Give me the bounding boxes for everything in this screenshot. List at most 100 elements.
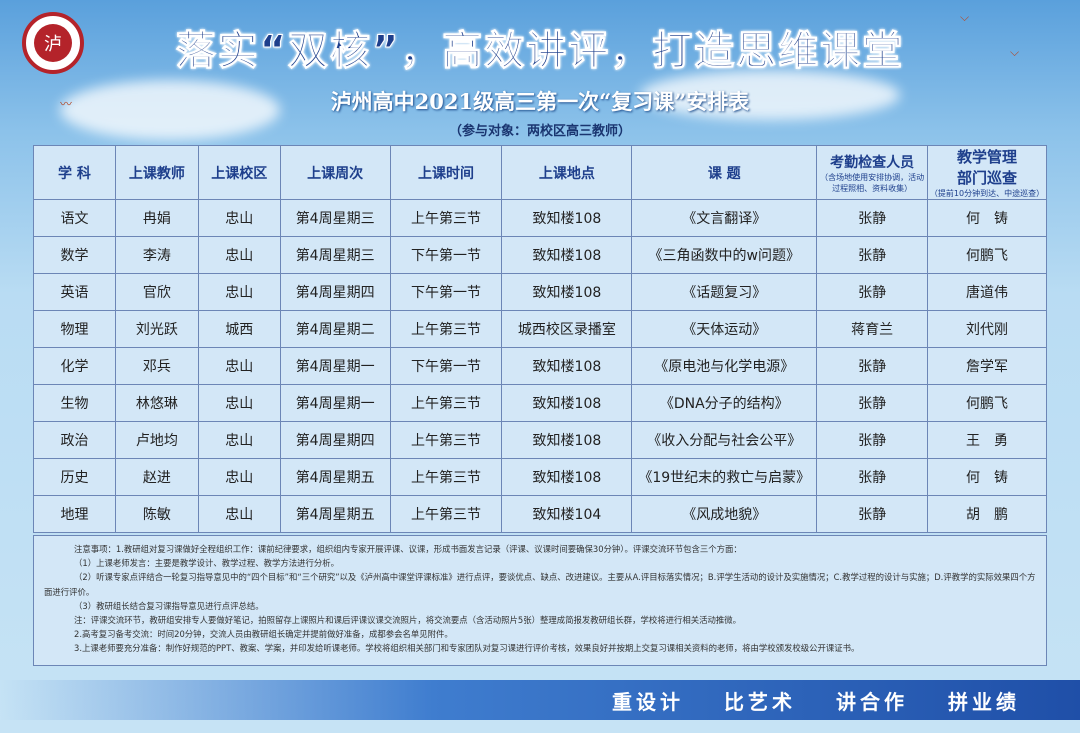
col-patrol: 教学管理 部门巡查 （提前10分钟到达、中途巡查）: [927, 145, 1047, 200]
table-row: 政治 卢地均 忠山 第4周星期四 上午第三节 致知楼108 《收入分配与社会公平》 张静王 勇: [33, 421, 1047, 459]
table-row: 历史 赵进 忠山 第4周星期五 上午第三节 致知楼108 《19世纪末的救亡与启蒙》 张静何 …: [33, 458, 1047, 496]
cell-patrol: 何鹏飞: [927, 384, 1047, 422]
col-campus: 上课校区: [197, 145, 281, 200]
cell-location: 致知楼108: [501, 347, 633, 385]
audience-note: （参与对象：两校区高三教师）: [448, 124, 631, 139]
cell-teacher: 陈敏: [114, 495, 199, 533]
cell-week: 第4周星期五: [279, 458, 391, 496]
cell-patrol: 何 铸: [927, 458, 1047, 496]
cell-teacher: 李涛: [114, 236, 199, 274]
cell-attendance: 张静: [816, 347, 929, 385]
cell-attendance: 张静: [816, 421, 929, 459]
cell-time: 上午第三节: [389, 458, 503, 496]
note-line: （1）上课老师发言：主要是教学设计、教学过程、教学方法进行分析。: [74, 558, 339, 569]
logo-emblem-icon: 泸: [34, 24, 72, 62]
col-attendance-title: 考勤检查人员: [830, 154, 915, 171]
note-line: （3）教研组长结合复习课指导意见进行点评总结。: [74, 600, 264, 611]
cell-week: 第4周星期二: [279, 310, 391, 348]
cell-subject: 历史: [33, 458, 116, 496]
slogan: 讲合作: [836, 689, 908, 714]
schedule-table: 学 科 上课教师 上课校区 上课周次 上课时间 上课地点 课 题 考勤检查人员（…: [33, 145, 1047, 533]
cell-topic: 《三角函数中的w问题》: [631, 236, 818, 274]
cell-topic: 《19世纪末的救亡与启蒙》: [631, 458, 818, 496]
footer-banner: 重设计 比艺术 讲合作 拼业绩: [0, 680, 1080, 720]
cell-location: 致知楼108: [501, 236, 633, 274]
cell-week: 第4周星期四: [279, 421, 391, 459]
cell-campus: 忠山: [197, 421, 281, 459]
note-line: 注意事项：1.教研组对复习课做好全程组织工作：课前纪律要求，组织组内专家开展评课…: [74, 544, 742, 554]
bird-icon: 〰: [60, 97, 73, 111]
cell-patrol: 唐道伟: [927, 273, 1047, 311]
cell-location: 致知楼108: [501, 273, 633, 311]
notes-box: 注意事项：1.教研组对复习课做好全程组织工作：课前纪律要求，组织组内专家开展评课…: [33, 535, 1047, 666]
cell-campus: 忠山: [197, 236, 281, 274]
cell-campus: 忠山: [197, 273, 281, 311]
cell-patrol: 詹学军: [927, 347, 1047, 385]
col-topic: 课 题: [631, 145, 818, 200]
cell-attendance: 张静: [816, 273, 929, 311]
cell-teacher: 冉娟: [114, 199, 199, 237]
cloud-decoration: [60, 80, 280, 140]
col-teacher: 上课教师: [114, 145, 199, 200]
table-row: 物理 刘光跃 城西 第4周星期二 上午第三节 城西校区录播室 《天体运动》 蒋育兰 刘代刚: [33, 310, 1047, 348]
cell-subject: 数学: [33, 236, 116, 274]
col-week: 上课周次: [279, 145, 391, 200]
cell-patrol: 何鹏飞: [927, 236, 1047, 274]
cell-teacher: 刘光跃: [114, 310, 199, 348]
cell-subject: 生物: [33, 384, 116, 422]
cell-time: 上午第三节: [389, 199, 503, 237]
table-row: 生物 林悠琳 忠山 第4周星期一 上午第三节 致知楼108 《DNA分子的结构》 张静 何鹏飞: [33, 384, 1047, 422]
cell-subject: 语文: [33, 199, 116, 237]
cell-campus: 忠山: [197, 199, 281, 237]
table-row: 数学 李涛 忠山 第4周星期三 下午第一节 致知楼108 《三角函数中的w问题》 张静 何鹏飞: [33, 236, 1047, 274]
cell-location: 城西校区录播室: [501, 310, 633, 348]
cell-week: 第4周星期四: [279, 273, 391, 311]
table-row: 地理 陈敏 忠山 第4周星期五 上午第三节 致知楼104 《风成地貌》 张静胡 鹏: [33, 495, 1047, 533]
cell-campus: 忠山: [197, 495, 281, 533]
cell-campus: 忠山: [197, 347, 281, 385]
cell-location: 致知楼108: [501, 199, 633, 237]
cell-topic: 《风成地貌》: [631, 495, 818, 533]
page-title: 落实“双核”，高效讲评，打造思维课堂: [175, 28, 905, 75]
cell-week: 第4周星期三: [279, 236, 391, 274]
cell-subject: 地理: [33, 495, 116, 533]
cell-attendance: 张静: [816, 495, 929, 533]
cell-location: 致知楼108: [501, 458, 633, 496]
cell-time: 下午第一节: [389, 273, 503, 311]
col-subject: 学 科: [33, 145, 116, 200]
table-row: 英语 官欣 忠山 第4周星期四 下午第一节 致知楼108 《话题复习》 张静 唐道伟: [33, 273, 1047, 311]
bird-icon: ⌵: [1010, 45, 1020, 59]
cell-teacher: 卢地均: [114, 421, 199, 459]
cell-time: 上午第三节: [389, 384, 503, 422]
col-patrol-line2: 部门巡查: [957, 169, 1018, 187]
cell-attendance: 张静: [816, 199, 929, 237]
cell-patrol: 王 勇: [927, 421, 1047, 459]
cell-time: 下午第一节: [389, 347, 503, 385]
cell-patrol: 刘代刚: [927, 310, 1047, 348]
cell-location: 致知楼104: [501, 495, 633, 533]
cell-time: 上午第三节: [389, 495, 503, 533]
cell-patrol: 何 铸: [927, 199, 1047, 237]
cell-campus: 忠山: [197, 384, 281, 422]
cell-topic: 《DNA分子的结构》: [631, 384, 818, 422]
cell-attendance: 蒋育兰: [816, 310, 929, 348]
cell-teacher: 邓兵: [114, 347, 199, 385]
note-line: 2.高考复习备考交流：时间20分钟，交流人员由教研组长确定并提前做好准备，成都参…: [74, 629, 453, 640]
cell-week: 第4周星期三: [279, 199, 391, 237]
cell-subject: 物理: [33, 310, 116, 348]
slogan: 重设计: [612, 689, 684, 714]
cell-subject: 化学: [33, 347, 116, 385]
cell-location: 致知楼108: [501, 421, 633, 459]
cell-topic: 《天体运动》: [631, 310, 818, 348]
cell-campus: 忠山: [197, 458, 281, 496]
cell-teacher: 官欣: [114, 273, 199, 311]
cell-attendance: 张静: [816, 236, 929, 274]
note-line: 注：评课交流环节，教研组安排专人要做好笔记，拍照留存上课照片和课后评课议课交流照…: [74, 615, 741, 626]
col-patrol-line1: 教学管理: [957, 148, 1018, 166]
col-location: 上课地点: [501, 145, 633, 200]
note-line: （2）听课专家点评结合一轮复习指导意见中的“四个目标”和“三个研究”以及《泸州高…: [44, 572, 1036, 597]
col-attendance: 考勤检查人员 （含场地使用安排协调，活动过程照相、资料收集）: [816, 145, 929, 200]
note-line: 3.上课老师要充分准备：制作好规范的PPT、教案、学案，并印发给听课老师。学校将…: [74, 643, 860, 654]
cell-week: 第4周星期一: [279, 384, 391, 422]
